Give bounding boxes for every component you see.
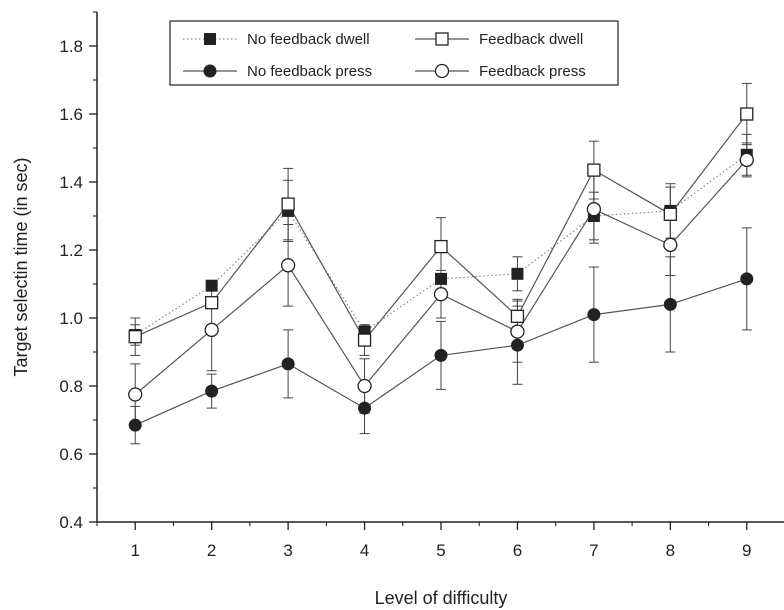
legend-label-feedback-dwell: Feedback dwell <box>479 31 583 48</box>
y-tick-label: 0.8 <box>59 377 83 396</box>
x-tick-label: 7 <box>589 541 598 560</box>
point-feedback-dwell <box>357 333 372 347</box>
x-axis-label: Level of difficulty <box>375 588 508 608</box>
legend-label-no-feedback-press: No feedback press <box>247 63 372 80</box>
point-feedback-dwell <box>281 197 295 211</box>
point-feedback-press <box>663 237 678 253</box>
axes <box>89 11 784 530</box>
point-no-feedback-press <box>510 338 524 352</box>
legend-label-no-feedback-dwell: No feedback dwell <box>247 31 370 48</box>
y-tick-label: 0.4 <box>59 513 83 532</box>
point-feedback-press <box>357 378 372 394</box>
legend-box <box>169 20 619 86</box>
legend-marker-feedback-dwell <box>435 32 449 46</box>
error-bars <box>130 82 752 445</box>
point-no-feedback-press <box>587 308 601 322</box>
legend-label-feedback-press: Feedback press <box>479 63 586 80</box>
x-tick-label: 3 <box>283 541 292 560</box>
point-feedback-press <box>739 152 754 168</box>
legend-marker-no-feedback-dwell <box>204 33 216 45</box>
point-feedback-press <box>280 258 296 273</box>
y-axis-label: Target selectin time (in sec) <box>11 157 31 376</box>
point-no-feedback-press <box>358 401 372 415</box>
point-feedback-dwell <box>510 309 525 323</box>
y-tick-label: 0.6 <box>59 445 83 464</box>
point-no-feedback-press <box>128 418 142 432</box>
point-feedback-dwell <box>587 163 601 177</box>
point-feedback-press <box>433 287 449 302</box>
point-no-feedback-dwell <box>511 267 524 280</box>
point-no-feedback-press <box>205 384 219 398</box>
point-feedback-press <box>204 322 219 338</box>
point-feedback-dwell <box>740 107 754 121</box>
point-no-feedback-dwell <box>435 272 447 285</box>
x-tick-label: 9 <box>742 541 751 560</box>
x-tick-label: 4 <box>360 541 369 560</box>
x-tick-label: 2 <box>207 541 216 560</box>
point-feedback-dwell <box>663 207 677 221</box>
y-tick-label: 1.2 <box>59 241 83 260</box>
point-feedback-press <box>510 324 525 339</box>
point-no-feedback-press <box>434 348 448 362</box>
x-tick-label: 1 <box>130 541 139 560</box>
point-no-feedback-press <box>663 297 677 311</box>
point-feedback-dwell <box>205 296 219 310</box>
series-markers <box>128 107 754 432</box>
point-feedback-dwell <box>128 330 142 344</box>
legend: No feedback dwell Feedback dwell No feedba… <box>169 20 619 86</box>
y-tick-label: 1.6 <box>59 105 83 124</box>
x-tick-label: 5 <box>436 541 445 560</box>
y-tick-label: 1.4 <box>59 173 83 192</box>
point-no-feedback-dwell <box>205 279 218 292</box>
series-line-no-feedback-dwell <box>134 154 748 336</box>
legend-marker-no-feedback-press <box>203 64 217 78</box>
point-feedback-press <box>128 387 143 402</box>
y-tick-label: 1.8 <box>59 37 83 56</box>
y-tick-label: 1.0 <box>59 309 83 328</box>
point-feedback-dwell <box>434 239 448 254</box>
x-tick-label: 8 <box>666 541 675 560</box>
point-no-feedback-press <box>281 357 295 371</box>
x-tick-label: 6 <box>513 541 522 560</box>
tick-labels: 0.4 0.6 0.8 1.0 1.2 1.4 1.6 1.8 1 2 3 4 5 6 7 8 9 <box>59 37 751 560</box>
legend-marker-feedback-press <box>434 63 450 79</box>
point-no-feedback-press <box>740 272 754 286</box>
point-feedback-press <box>586 202 602 217</box>
